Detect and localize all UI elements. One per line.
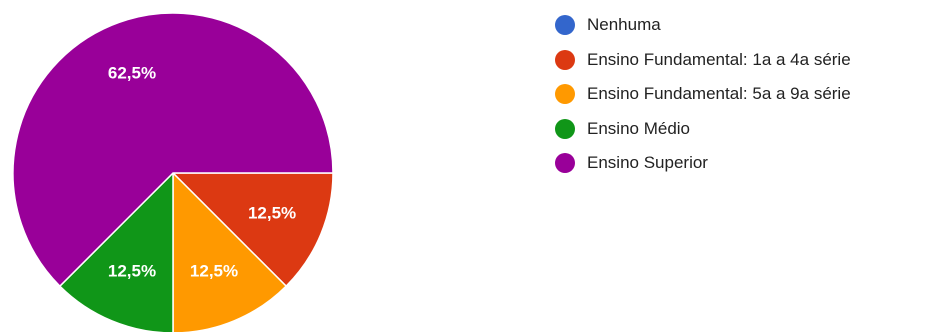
legend-label: Ensino Fundamental: 1a a 4a série <box>587 49 851 69</box>
pie-plot: 12,5% 12,5% 12,5% 62,5% <box>12 12 334 332</box>
slice-label-3: 12,5% <box>190 262 238 281</box>
pie-slice-4[interactable] <box>58 171 174 332</box>
slice-label-2: 12,5% <box>248 204 296 223</box>
legend-swatch-1 <box>555 15 575 36</box>
legend-swatch-4 <box>555 118 575 139</box>
legend-swatch-2 <box>555 49 575 70</box>
pie-slice-3[interactable] <box>172 171 288 332</box>
legend-item-1[interactable]: Nenhuma <box>555 8 851 43</box>
legend-item-2[interactable]: Ensino Fundamental: 1a a 4a série <box>555 43 851 78</box>
slice-label-5: 62,5% <box>108 63 156 82</box>
legend-label: Ensino Superior <box>587 153 708 173</box>
legend-item-3[interactable]: Ensino Fundamental: 5a a 9a série <box>555 77 851 112</box>
pie-slice-2[interactable] <box>171 172 334 288</box>
legend-swatch-3 <box>555 84 575 105</box>
slice-label-4: 12,5% <box>108 262 156 281</box>
legend-label: Ensino Fundamental: 5a a 9a série <box>587 84 851 104</box>
legend: Nenhuma Ensino Fundamental: 1a a 4a série… <box>555 8 851 181</box>
legend-label: Ensino Médio <box>587 118 691 138</box>
legend-label: Nenhuma <box>587 15 661 35</box>
legend-item-4[interactable]: Ensino Médio <box>555 112 851 147</box>
legend-swatch-5 <box>555 153 575 174</box>
legend-item-5[interactable]: Ensino Superior <box>555 146 851 181</box>
pie-slice-5[interactable] <box>12 12 334 288</box>
